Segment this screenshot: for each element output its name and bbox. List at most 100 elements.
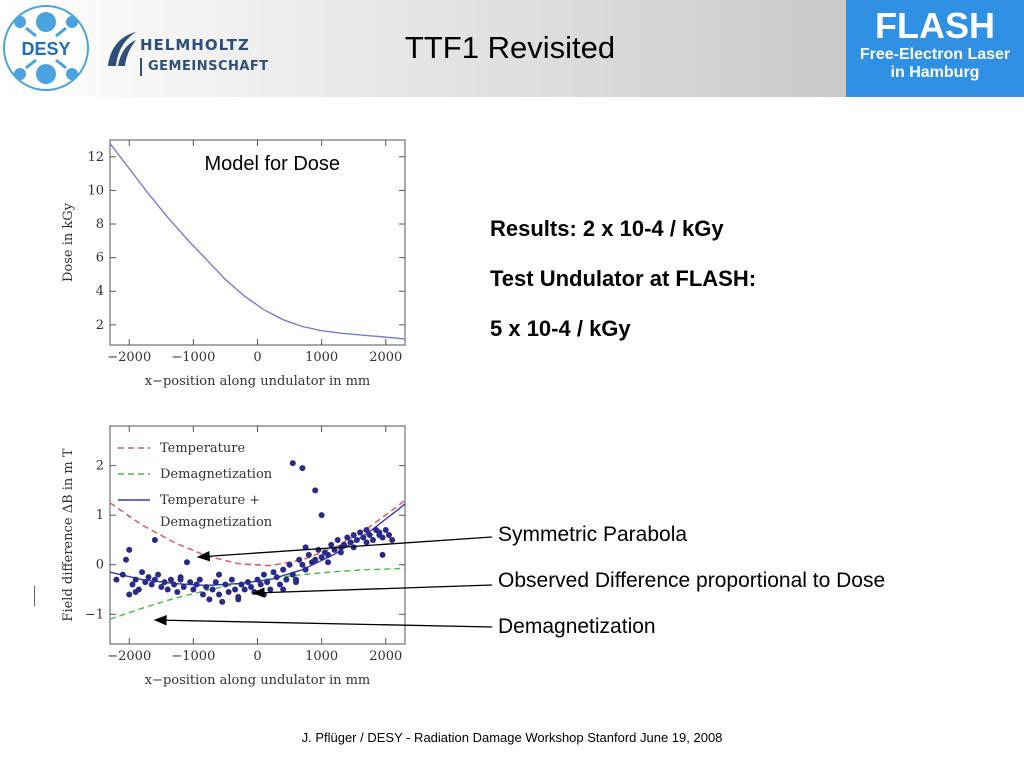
data-point [292, 579, 299, 586]
flash-logo-subtitle1: Free-Electron Laser [859, 46, 1011, 63]
x-tick-label: 2000 [369, 649, 402, 664]
data-point [299, 465, 306, 472]
plot-frame [109, 139, 406, 346]
annotation-parabola: Symmetric Parabola [498, 523, 688, 546]
data-point [379, 551, 386, 558]
series-line [109, 567, 406, 620]
data-point [119, 571, 126, 578]
data-point [270, 569, 277, 576]
data-point [328, 541, 335, 548]
y-tick-label: 12 [87, 150, 104, 165]
data-point [325, 559, 332, 566]
x-tick-label: 2000 [369, 350, 402, 365]
data-point [219, 598, 226, 605]
data-point [283, 576, 290, 583]
flash-logo: FLASH Free-Electron Laser in Hamburg [846, 0, 1024, 97]
desy-logo: DESY [3, 5, 89, 91]
data-point [366, 532, 373, 538]
y-axis-label: Dose in kGy [61, 202, 76, 282]
desy-logo-text: DESY [21, 39, 70, 59]
data-point [126, 591, 133, 598]
data-point [225, 588, 232, 595]
arrow-demag [153, 615, 493, 628]
annotation-observed: Observed Difference proportional to Dose [498, 569, 886, 592]
data-point [318, 554, 325, 561]
arrow-parabola [196, 536, 493, 562]
data-point [318, 512, 325, 519]
flash-logo-title: FLASH [875, 5, 995, 46]
y-tick-label: 10 [87, 183, 104, 198]
data-point [260, 571, 267, 578]
footer-text: J. Pflüger / DESY - Radiation Damage Wor… [301, 730, 723, 745]
data-point [289, 571, 296, 578]
data-point [193, 581, 200, 588]
data-point [216, 591, 223, 598]
x-tick-label: −1000 [171, 350, 215, 365]
y-tick-label: 0 [96, 558, 104, 573]
data-point [142, 579, 149, 586]
data-point [129, 581, 136, 588]
data-point [216, 571, 223, 578]
data-point [305, 551, 312, 558]
field-difference-chart: −2000 −1000 0 1000 2000 −1 0 1 2 x−position along… [61, 425, 406, 688]
data-point [171, 581, 178, 588]
data-point [363, 539, 370, 546]
stray-divider [34, 586, 35, 606]
data-point [276, 581, 283, 588]
data-point [161, 579, 168, 586]
data-point [212, 579, 219, 586]
data-point [209, 586, 216, 593]
flash-logo-subtitle2: in Hamburg [890, 64, 980, 81]
data-point [196, 576, 203, 583]
x-tick-label: 0 [253, 350, 261, 365]
data-point [360, 534, 367, 541]
series-line [109, 499, 406, 567]
data-point [382, 527, 389, 534]
data-point [257, 581, 264, 588]
x-tick-label: 1000 [305, 649, 338, 664]
data-point [334, 536, 341, 543]
legend-entry: Temperature [160, 441, 245, 456]
data-point [344, 534, 351, 541]
header-bar: DESY HELMHOLTZ GEMEINSCHAFT TTF1 Revisit… [0, 0, 1024, 97]
arrow-observed [251, 584, 493, 598]
data-point [158, 584, 165, 591]
x-tick-label: −2000 [107, 350, 151, 365]
dose-model-chart: −2000 −1000 0 1000 2000 2 4 6 8 10 12 x−position al… [61, 139, 406, 389]
data-point [302, 544, 309, 551]
data-point [187, 579, 194, 586]
data-point [222, 581, 229, 588]
page-title: TTF1 Revisited [404, 30, 616, 65]
data-point [238, 581, 245, 588]
data-point [296, 556, 303, 563]
data-point [151, 576, 158, 583]
results-line-3: 5 x 10-4 / kGy [490, 316, 631, 341]
data-point [357, 529, 364, 536]
data-point [151, 536, 158, 543]
data-point [132, 576, 139, 583]
data-point [228, 576, 235, 583]
x-tick-label: 1000 [305, 350, 338, 365]
data-point [126, 546, 133, 553]
data-point [241, 586, 248, 593]
data-point [123, 556, 130, 563]
data-point [177, 574, 184, 581]
data-point [148, 581, 155, 588]
legend-entry: Demagnetization [160, 467, 273, 482]
helmholtz-line1: HELMHOLTZ [140, 36, 250, 54]
y-tick-label: 8 [96, 217, 104, 232]
data-point [280, 586, 287, 593]
data-point [264, 579, 271, 586]
y-tick-label: 1 [96, 508, 104, 523]
data-point [267, 586, 274, 593]
data-point [389, 536, 396, 543]
helmholtz-line2: GEMEINSCHAFT [140, 58, 269, 76]
helmholtz-swoosh-icon [108, 32, 136, 66]
data-point [369, 536, 376, 543]
data-point [286, 561, 293, 568]
data-point [167, 576, 174, 583]
data-point [164, 586, 171, 593]
data-point [113, 576, 120, 583]
data-point [132, 588, 139, 595]
